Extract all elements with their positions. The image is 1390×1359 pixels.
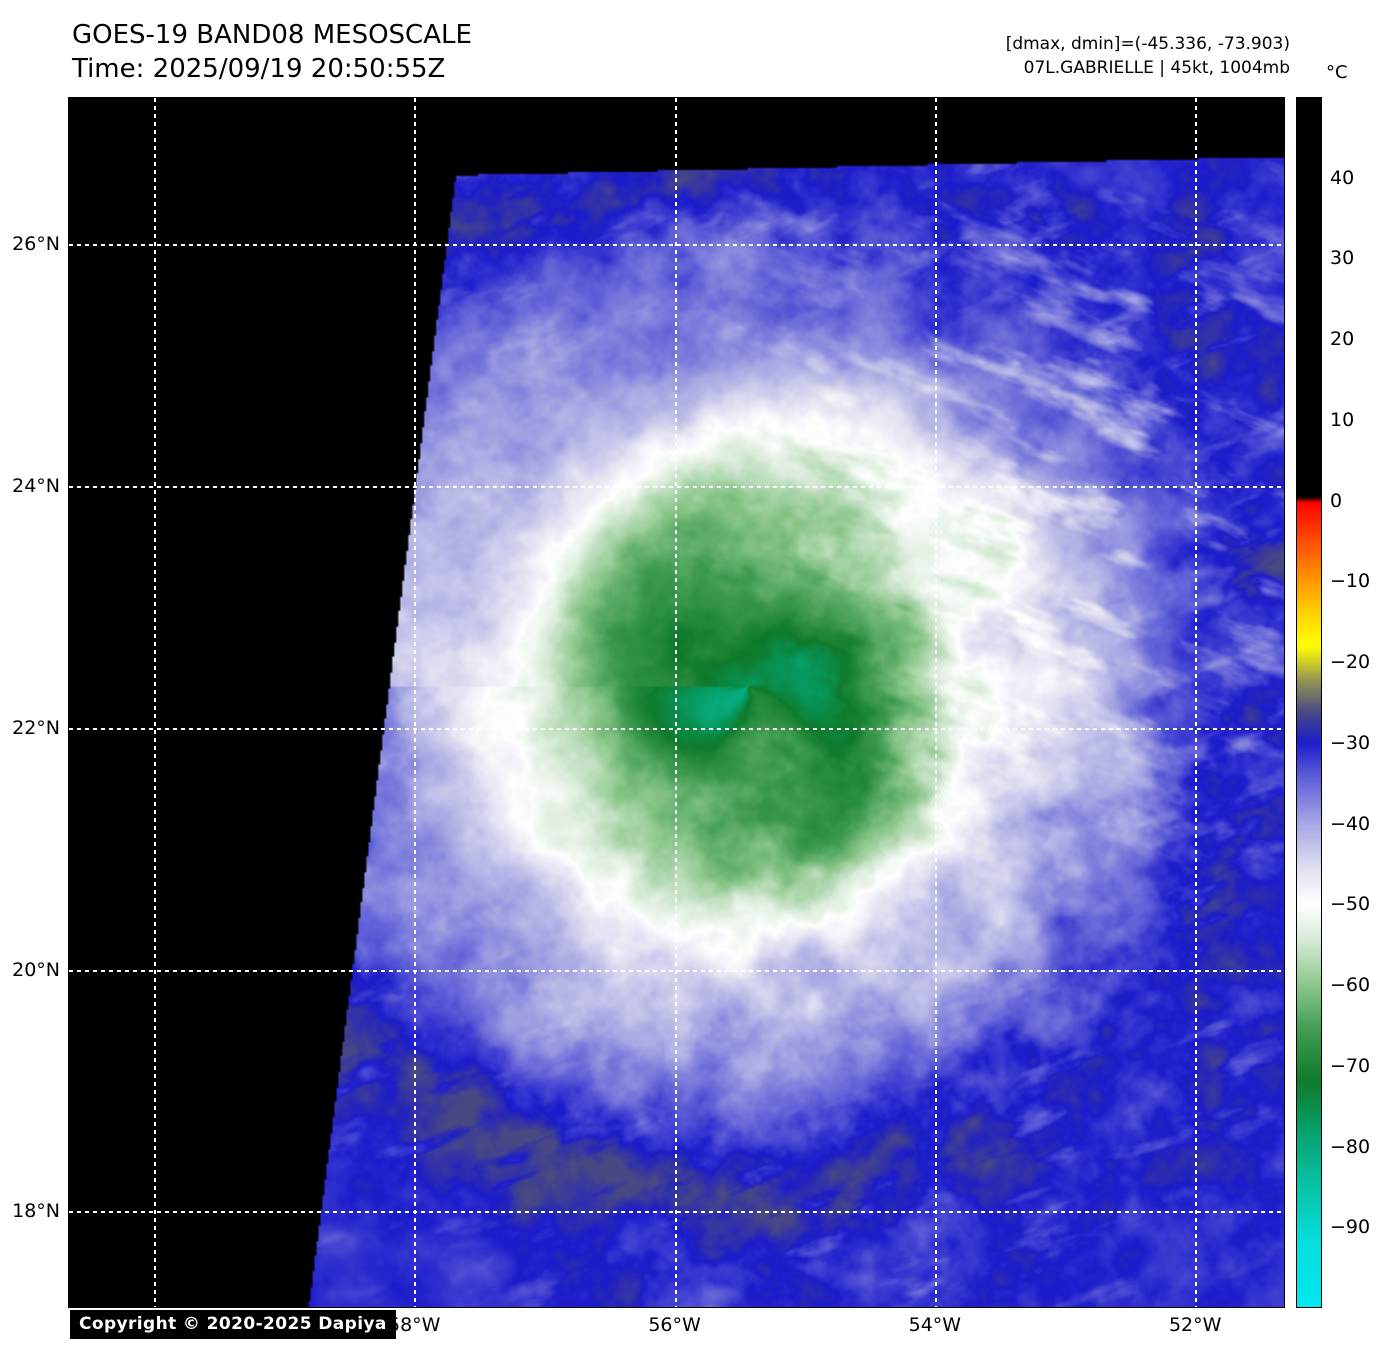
colorbar-tick-0: 40 <box>1330 166 1355 189</box>
colorbar-tick-3: 10 <box>1330 408 1355 431</box>
longitude-tick-2: 56°W <box>648 1314 701 1336</box>
page-title: GOES-19 BAND08 MESOSCALE <box>72 20 472 50</box>
colorbar-tick-2: 20 <box>1330 328 1355 351</box>
longitude-tick-4: 52°W <box>1168 1314 1222 1336</box>
colorbar-tick-4: 0 <box>1330 489 1343 512</box>
latitude-tick-1: 24°N <box>12 475 60 498</box>
latitude-tick-4: 18°N <box>12 1200 60 1223</box>
colorbar-tick-8: −40 <box>1330 812 1371 835</box>
colorbar-tick-12: −80 <box>1330 1135 1371 1158</box>
timestamp: Time: 2025/09/19 20:50:55Z <box>72 54 446 84</box>
dminmax-label: [dmax, dmin]=(-45.336, -73.903) <box>1005 34 1290 54</box>
longitude-tick-1: 58°W <box>387 1314 441 1336</box>
satellite-plot-area[interactable] <box>68 97 1285 1308</box>
colorbar-tick-6: −20 <box>1330 651 1371 674</box>
colorbar-gradient <box>1297 98 1321 1307</box>
colorbar-tick-11: −70 <box>1330 1054 1371 1077</box>
latitude-tick-3: 20°N <box>12 958 60 981</box>
colorbar-tick-5: −10 <box>1330 570 1371 593</box>
colorbar-tick-10: −60 <box>1330 974 1371 997</box>
colorbar-tick-9: −50 <box>1330 893 1371 916</box>
ir-canvas <box>69 98 1284 1307</box>
temperature-colorbar[interactable] <box>1296 97 1322 1308</box>
title-block: GOES-19 BAND08 MESOSCALE Time: 2025/09/1… <box>72 18 472 86</box>
infrared-imagery <box>69 98 1284 1307</box>
metadata-block: [dmax, dmin]=(-45.336, -73.903) 07L.GABR… <box>1006 32 1290 80</box>
colorbar-tick-7: −30 <box>1330 731 1371 754</box>
latitude-tick-0: 26°N <box>12 233 60 256</box>
colorbar-tick-1: 30 <box>1330 247 1355 270</box>
longitude-tick-3: 54°W <box>908 1314 962 1336</box>
copyright-watermark: Copyright © 2020-2025 Dapiya <box>70 1310 396 1339</box>
colorbar-tick-13: −90 <box>1330 1216 1371 1239</box>
storm-label: 07L.GABRIELLE | 45kt, 1004mb <box>1023 58 1290 78</box>
colorbar-unit-label: °C <box>1326 62 1348 83</box>
latitude-tick-2: 22°N <box>12 716 60 739</box>
